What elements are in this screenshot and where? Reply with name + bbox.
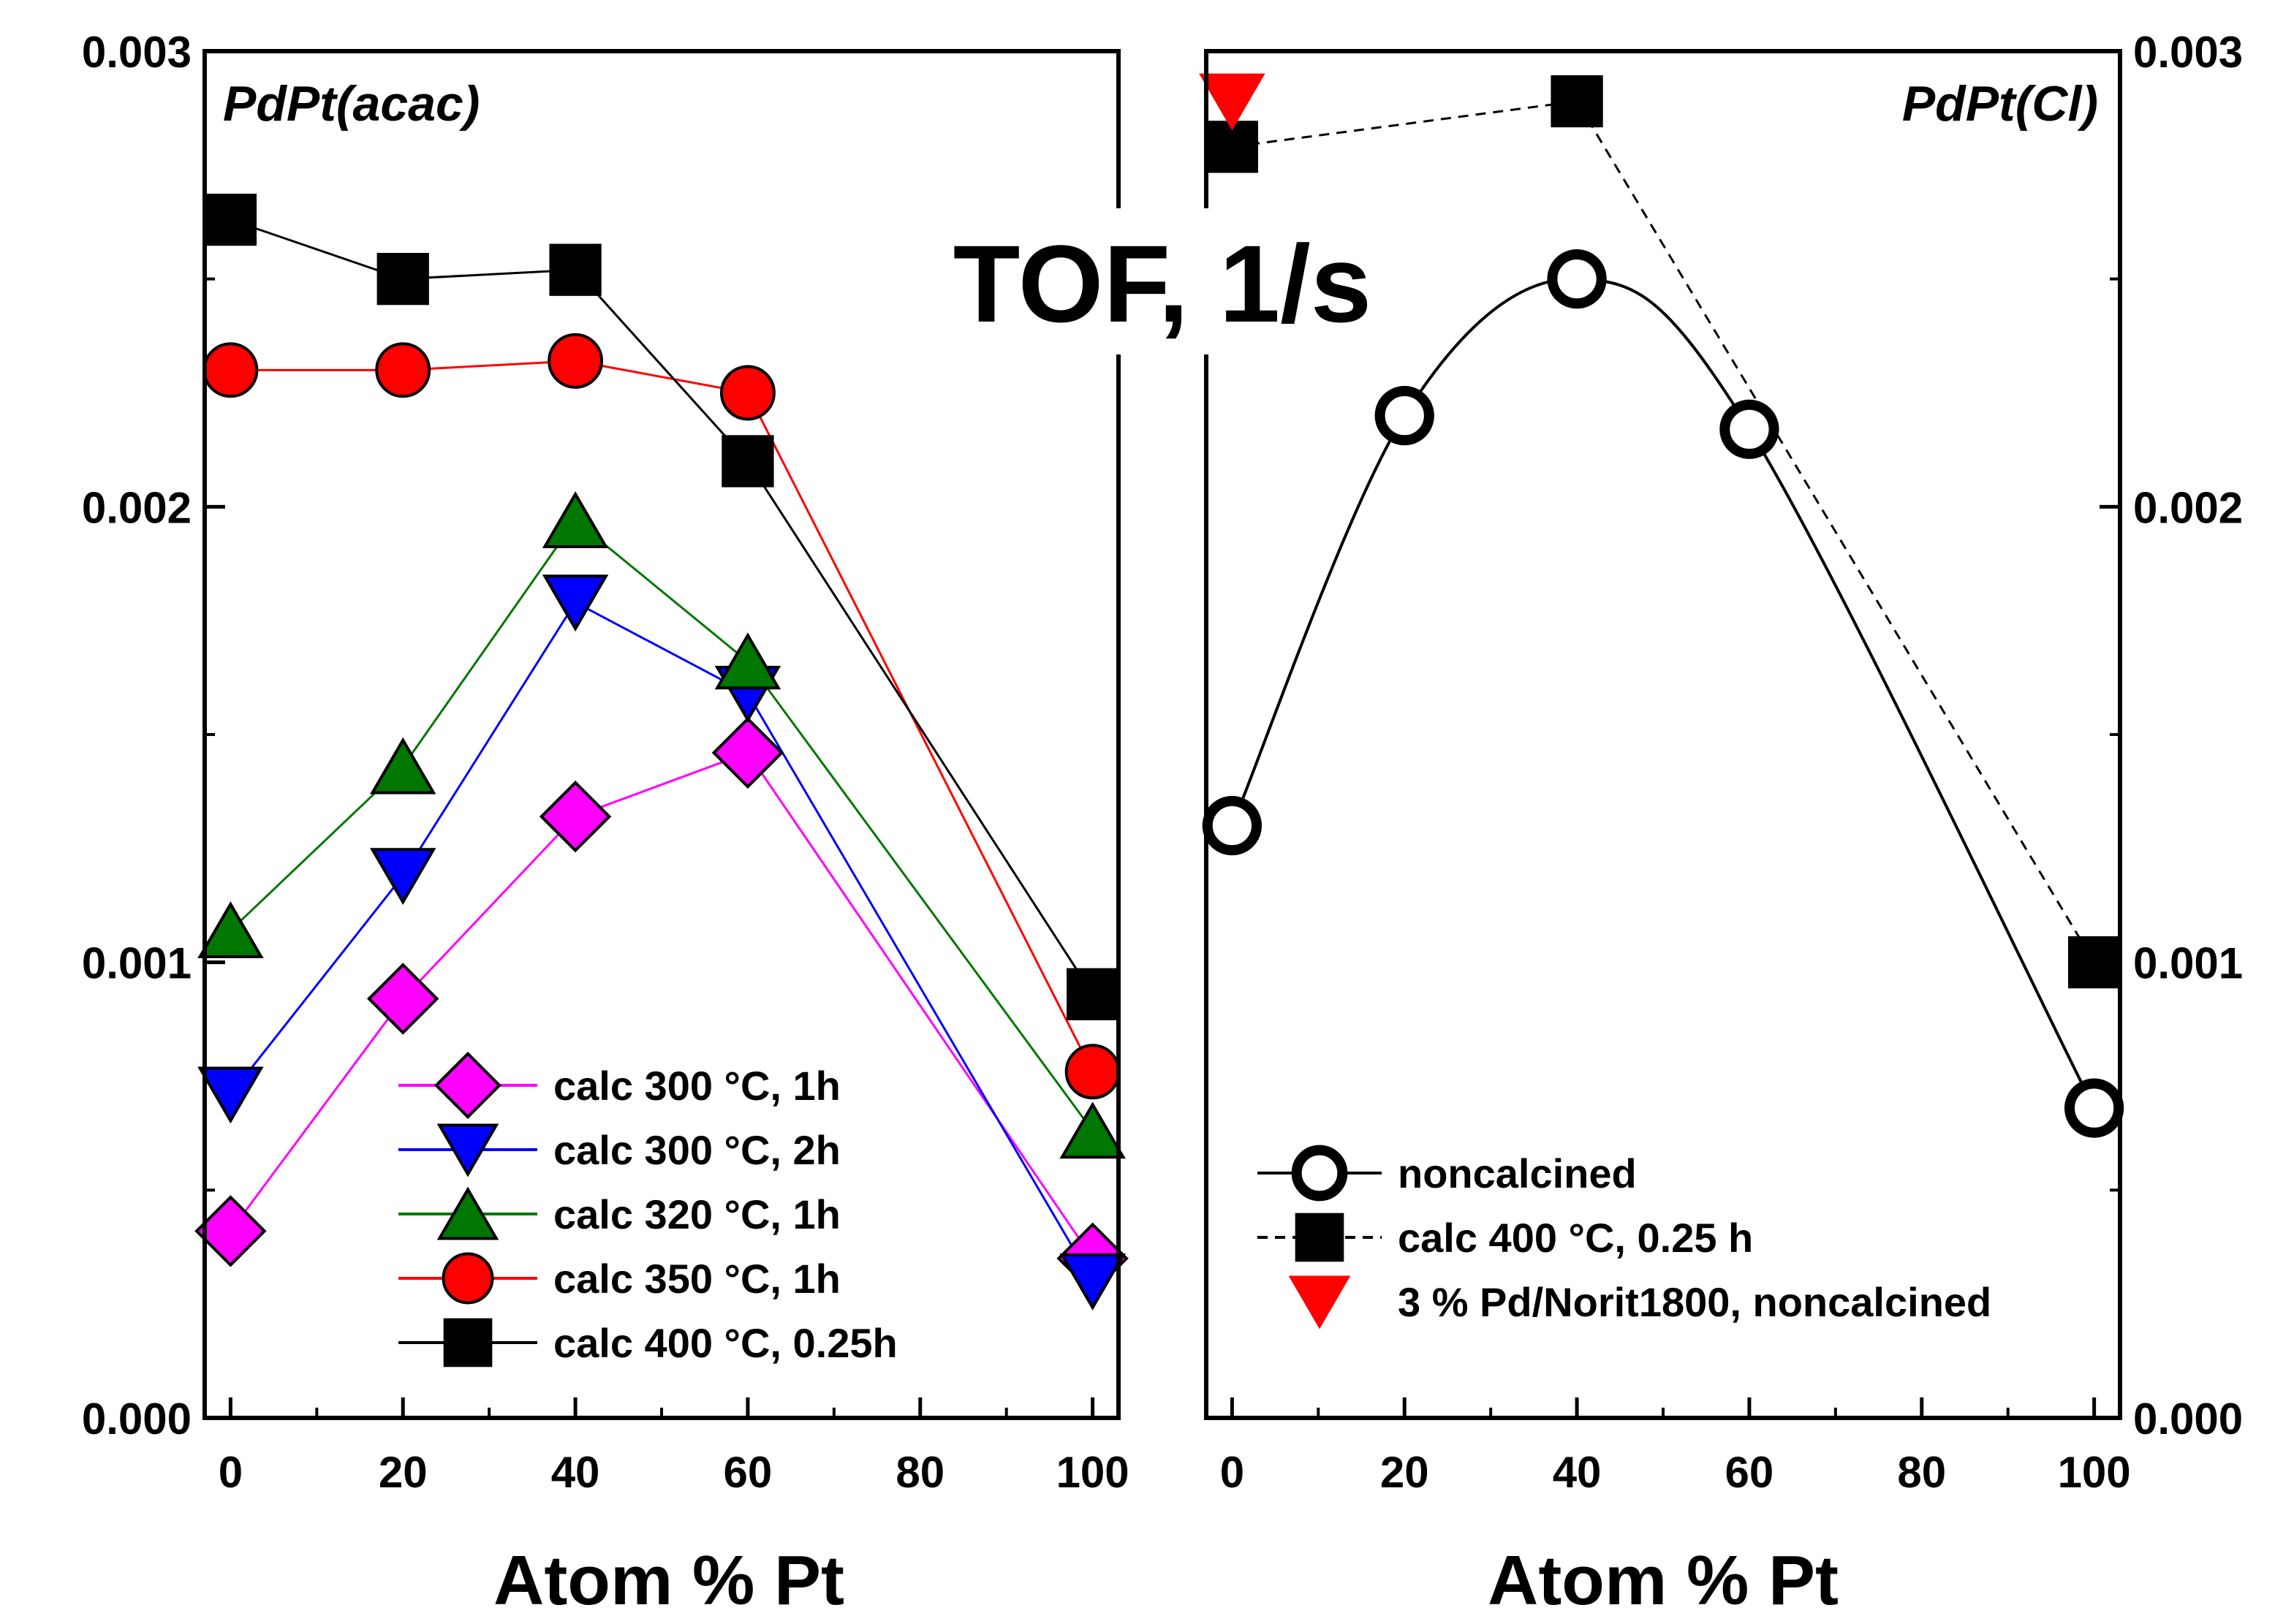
left-legend-marker-4 bbox=[443, 1318, 493, 1367]
right-series-layer bbox=[1199, 73, 2124, 1138]
left-data-point-s3-p0 bbox=[202, 342, 259, 398]
left-x-tick-label: 0 bbox=[219, 1448, 243, 1497]
right-legend: noncalcined calc 400 °C, 0.25 h 3 % Pd/Nor… bbox=[1257, 1145, 1991, 1329]
right-data-point-s0-p2 bbox=[1547, 249, 1607, 309]
left-data-point-s0-p0 bbox=[194, 1195, 267, 1267]
left-x-tick-label: 20 bbox=[379, 1448, 428, 1497]
left-legend-label-3: calc 350 °C, 1h bbox=[553, 1256, 841, 1302]
left-legend-label-4: calc 400 °C, 0.25h bbox=[553, 1320, 898, 1366]
left-data-point-s1-p0 bbox=[197, 1066, 264, 1124]
left-panel-title: PdPt(acac) bbox=[223, 76, 480, 132]
left-legend-marker-2 bbox=[436, 1186, 499, 1240]
right-data-point-s1-p1 bbox=[1551, 75, 1603, 128]
left-legend-label-1: calc 300 °C, 2h bbox=[553, 1127, 841, 1173]
right-legend-marker-0 bbox=[1291, 1145, 1348, 1202]
right-legend-label-1: calc 400 °C, 0.25 h bbox=[1398, 1215, 1753, 1261]
right-y-tick-label: 0.003 bbox=[2133, 28, 2243, 77]
right-x-tick-label: 0 bbox=[1220, 1448, 1244, 1497]
left-x-tick-label: 60 bbox=[724, 1448, 773, 1497]
left-legend-marker-3 bbox=[442, 1252, 494, 1305]
left-y-tick-label: 0.000 bbox=[82, 1395, 192, 1443]
left-data-point-s4-p3 bbox=[722, 435, 774, 487]
left-legend-label-0: calc 300 °C, 1h bbox=[553, 1063, 841, 1109]
left-data-point-s2-p4 bbox=[1059, 1101, 1126, 1159]
left-y-tick-label: 0.001 bbox=[82, 939, 192, 988]
left-data-point-s0-p3 bbox=[711, 716, 784, 789]
right-x-tick-label: 40 bbox=[1553, 1448, 1602, 1497]
right-x-tick-label: 20 bbox=[1380, 1448, 1429, 1497]
right-data-point-s0-p1 bbox=[1374, 386, 1434, 446]
right-legend-label-0: noncalcined bbox=[1398, 1150, 1637, 1196]
right-data-point-s0-p3 bbox=[1719, 399, 1779, 460]
right-x-tick-label: 100 bbox=[2058, 1448, 2131, 1497]
left-data-point-s0-p1 bbox=[366, 963, 439, 1035]
right-panel-title: PdPt(Cl) bbox=[1902, 76, 2098, 132]
right-y-tick-label: 0.002 bbox=[2133, 483, 2243, 532]
left-tick-layer: 0 20 40 60 80 100 0.000 0.001 0.002 0.003 bbox=[82, 28, 1129, 1497]
figure-title: TOF, 1/s bbox=[953, 222, 1371, 345]
right-data-point-s0-p4 bbox=[2064, 1078, 2124, 1138]
right-x-axis-label: Atom % Pt bbox=[1488, 1541, 1839, 1620]
right-data-point-s2-p0 bbox=[1199, 73, 1265, 131]
left-data-point-s2-p3 bbox=[714, 632, 781, 690]
left-data-point-s3-p2 bbox=[548, 333, 604, 389]
left-data-point-s4-p4 bbox=[1066, 968, 1119, 1020]
right-legend-label-2: 3 % Pd/Norit1800, noncalcined bbox=[1398, 1279, 1991, 1325]
left-data-point-s1-p1 bbox=[369, 848, 436, 906]
left-data-point-s2-p2 bbox=[542, 491, 609, 548]
left-data-point-s3-p3 bbox=[719, 365, 776, 421]
left-data-point-s0-p2 bbox=[539, 780, 612, 853]
left-x-tick-label: 80 bbox=[896, 1448, 945, 1497]
left-data-point-s3-p1 bbox=[375, 342, 431, 398]
left-panel: 0 20 40 60 80 100 0.000 0.001 0.002 0.003 PdPt(ac… bbox=[82, 28, 1129, 1620]
left-legend-marker-1 bbox=[436, 1123, 499, 1177]
left-data-point-s1-p4 bbox=[1059, 1253, 1126, 1310]
left-y-tick-label: 0.002 bbox=[82, 483, 192, 532]
left-legend-marker-0 bbox=[434, 1051, 502, 1120]
left-data-point-s4-p2 bbox=[549, 243, 602, 296]
right-legend-marker-1 bbox=[1295, 1213, 1344, 1262]
right-legend-marker-2 bbox=[1288, 1275, 1351, 1329]
left-x-tick-label: 100 bbox=[1056, 1448, 1129, 1497]
left-legend: calc 300 °C, 1h calc 300 °C, 2h calc 320 °… bbox=[398, 1051, 898, 1367]
left-data-point-s4-p1 bbox=[376, 253, 429, 306]
right-y-tick-label: 0.000 bbox=[2133, 1395, 2243, 1443]
left-data-point-s2-p0 bbox=[197, 901, 264, 958]
left-x-tick-label: 40 bbox=[551, 1448, 600, 1497]
left-y-tick-label: 0.003 bbox=[82, 28, 192, 77]
left-legend-label-2: calc 320 °C, 1h bbox=[553, 1191, 841, 1237]
left-data-point-s1-p2 bbox=[542, 574, 609, 632]
right-x-tick-label: 80 bbox=[1897, 1448, 1946, 1497]
left-data-point-s3-p4 bbox=[1064, 1044, 1121, 1100]
right-x-tick-label: 60 bbox=[1725, 1448, 1774, 1497]
left-data-point-s2-p1 bbox=[369, 737, 436, 794]
right-data-point-s0-p0 bbox=[1202, 796, 1263, 856]
left-series-layer bbox=[194, 193, 1129, 1310]
left-data-point-s4-p0 bbox=[204, 193, 257, 246]
left-x-axis-label: Atom % Pt bbox=[493, 1541, 844, 1620]
title-backing bbox=[906, 208, 1404, 354]
right-y-tick-label: 0.001 bbox=[2133, 939, 2243, 988]
